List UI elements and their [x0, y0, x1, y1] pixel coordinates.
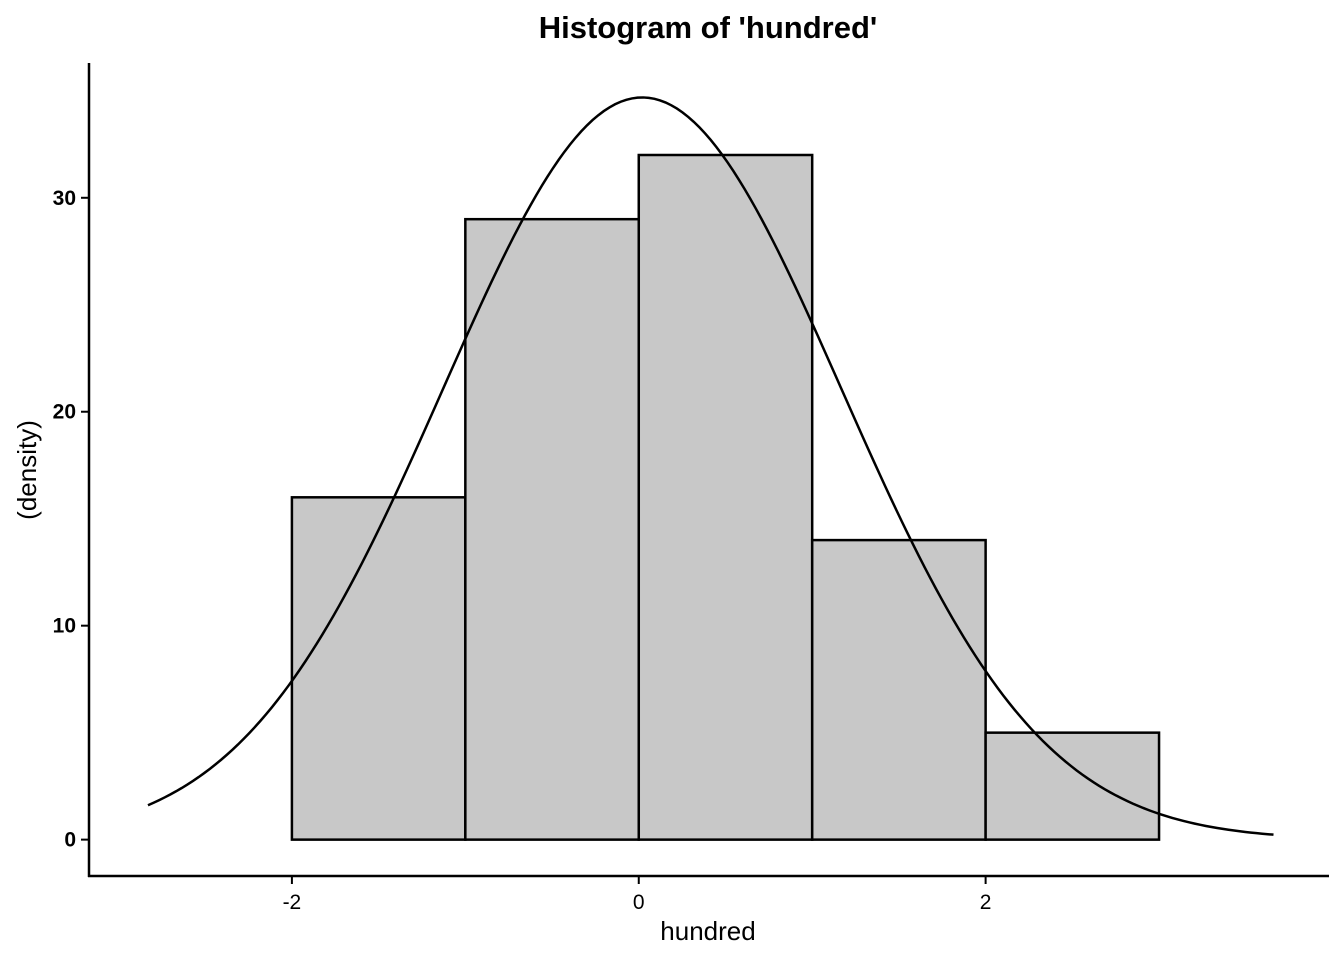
y-tick-label: 30 [53, 187, 76, 210]
histogram-bar-0 [290, 496, 467, 841]
x-ticks-group: -2 0 2 [283, 876, 992, 914]
y-axis-label: (density) [12, 420, 42, 520]
y-tick-label: 10 [53, 615, 76, 638]
bars-group [290, 153, 1161, 841]
x-axis-label: hundred [660, 916, 755, 946]
x-tick-label: 0 [633, 891, 645, 914]
histogram-bar-3 [810, 538, 987, 841]
histogram-bar-4 [984, 731, 1161, 841]
y-tick-label: 20 [53, 401, 76, 424]
y-tick-label: 0 [64, 829, 76, 852]
histogram-bar-2 [637, 153, 814, 841]
chart-title: Histogram of 'hundred' [539, 10, 878, 45]
x-tick-label: 2 [980, 891, 992, 914]
density-curve [147, 96, 1274, 836]
y-ticks-group: 0 10 20 30 [53, 187, 89, 852]
histogram-bar-1 [464, 217, 641, 841]
x-tick-label: -2 [283, 891, 302, 914]
